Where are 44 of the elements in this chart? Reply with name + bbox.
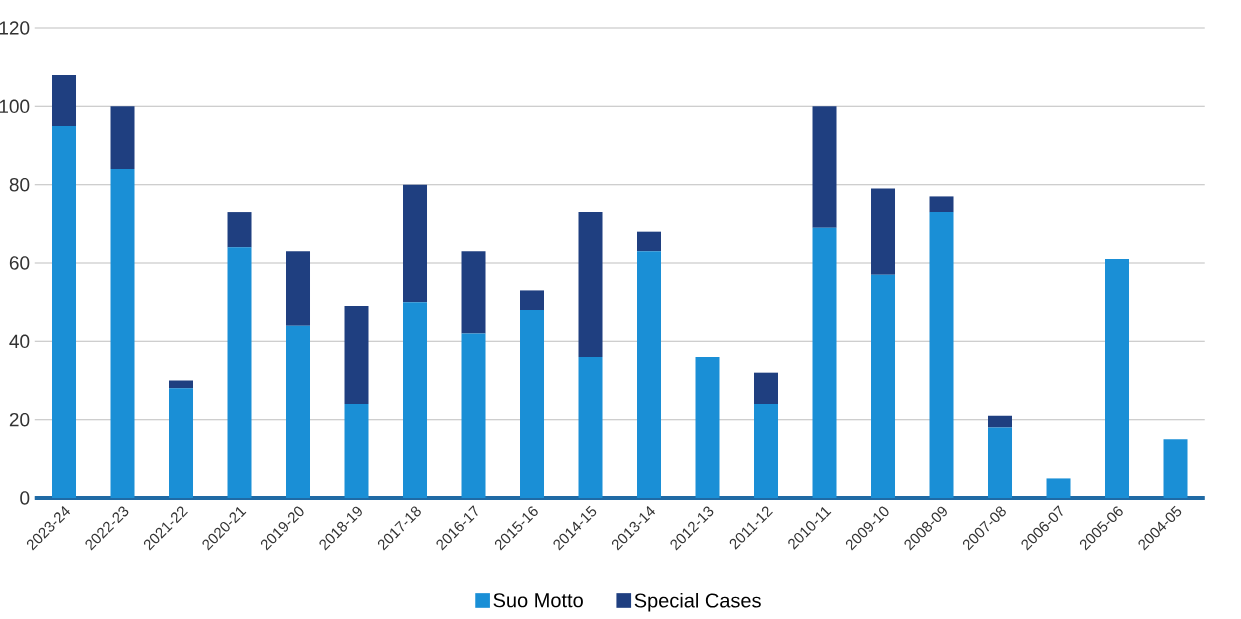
- bar: [637, 251, 662, 498]
- bar: [1163, 439, 1188, 498]
- bar: [403, 302, 428, 498]
- bar: [227, 212, 252, 248]
- legend-label: Suo Motto: [493, 593, 583, 608]
- bar: [988, 427, 1013, 498]
- bar: [110, 169, 135, 498]
- bar: [403, 184, 428, 303]
- bar: [695, 357, 720, 498]
- bar: [988, 415, 1013, 428]
- bar: [520, 310, 545, 498]
- bar: [110, 106, 135, 169]
- bar: [754, 404, 779, 498]
- bar: [1105, 259, 1130, 498]
- bar: [812, 227, 837, 498]
- y-tick-label: 100: [0, 99, 30, 114]
- bar: [344, 306, 369, 404]
- y-tick-label: 20: [9, 412, 30, 427]
- y-tick-label: 0: [20, 491, 30, 505]
- legend-label: Special Cases: [634, 592, 761, 612]
- bar: [1046, 478, 1071, 498]
- bar: [637, 231, 662, 252]
- bar: [520, 290, 545, 310]
- y-tick-label: 60: [9, 256, 30, 270]
- y-tick-label: 40: [9, 334, 30, 349]
- bar: [461, 333, 486, 498]
- bar: [461, 251, 486, 334]
- bar: [871, 188, 896, 275]
- bar: [929, 212, 954, 498]
- bar: [52, 75, 77, 126]
- bar: [578, 357, 603, 498]
- y-tick-label: 80: [9, 177, 30, 192]
- y-tick-label: 120: [0, 21, 30, 35]
- bar: [929, 196, 954, 213]
- bar: [286, 251, 311, 326]
- bar: [52, 125, 77, 498]
- bar: [344, 404, 369, 498]
- bar: [286, 325, 311, 498]
- bar: [227, 247, 252, 498]
- bar: [871, 274, 896, 498]
- bar: [812, 106, 837, 228]
- bar: [754, 372, 779, 404]
- bar: [169, 388, 194, 498]
- bar: [578, 212, 603, 357]
